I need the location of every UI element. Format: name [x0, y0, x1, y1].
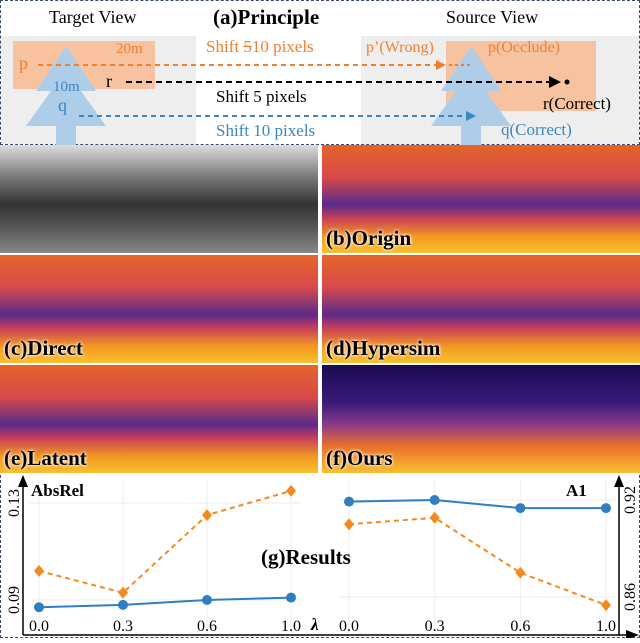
arrow-icon — [18, 475, 28, 487]
data-point — [429, 495, 440, 505]
data-point — [601, 599, 611, 612]
x-tick-label: 1.0 — [596, 618, 616, 635]
results-title: (g)Results — [261, 545, 351, 569]
panel-label: (b)Origin — [326, 226, 412, 250]
a1-label: A1 — [566, 481, 587, 500]
absrel-label: AbsRel — [31, 481, 84, 500]
data-point — [601, 503, 611, 514]
data-point — [344, 518, 354, 531]
data-point — [34, 564, 44, 577]
series-line — [348, 516, 607, 607]
panel-origin: (b)Origin — [322, 145, 640, 253]
panel-label: (d)Hypersim — [326, 336, 441, 360]
p-occlude-label: p(Occlude) — [488, 39, 560, 56]
data-point — [118, 599, 128, 610]
p-wrong-label: p’(Wrong) — [366, 39, 434, 56]
depth-20m: 20m — [116, 41, 143, 57]
data-point — [515, 566, 526, 579]
point-q: q — [58, 95, 67, 115]
data-point — [286, 484, 296, 497]
target-view-label: Target View — [49, 7, 137, 27]
shift-rest: 10 pixels — [251, 37, 314, 56]
y-tick-label: 0.13 — [6, 489, 23, 517]
y-tick-label: 0.92 — [622, 486, 639, 514]
series-line — [38, 489, 292, 594]
x-tick-label: 0.6 — [510, 618, 530, 635]
panel-label: (e)Latent — [4, 446, 87, 470]
point-p: p — [19, 53, 28, 73]
lambda-label: λ — [311, 615, 319, 634]
results-panel: 0.0 0.3 0.6 1.0 0.09 0.13 0.0 0.3 0.6 1.0 0.92 0.86… — [0, 475, 640, 640]
data-point — [118, 586, 128, 599]
r-correct-label: r(Correct) — [543, 94, 611, 113]
input-image-panel — [0, 145, 318, 253]
panel-ours: (f)Ours — [322, 365, 640, 473]
principle-panel: Target View (a)Principle Source View Shi… — [0, 0, 640, 146]
data-point — [429, 511, 440, 524]
shift-blue-label: Shift 10 pixels — [216, 121, 316, 140]
q-correct-label: q(Correct) — [501, 120, 572, 139]
series-line — [348, 498, 606, 510]
data-point — [34, 602, 44, 613]
principle-title: (a)Principle — [213, 5, 320, 29]
data-point — [202, 595, 212, 605]
data-point — [202, 509, 212, 522]
arrow-icon — [626, 630, 639, 640]
depth-10m: 10m — [53, 79, 80, 95]
results-chart: 0.0 0.3 0.6 1.0 0.09 0.13 0.0 0.3 0.6 1.0 0.92 0.86 — [6, 475, 639, 640]
y-tick-label: 0.09 — [6, 586, 23, 614]
y-tick-label: 0.86 — [622, 583, 639, 611]
arrow-icon — [614, 475, 624, 487]
x-tick-label: 0.3 — [113, 618, 133, 635]
x-tick-label: 1.0 — [281, 618, 301, 635]
x-tick-label: 0.0 — [29, 618, 49, 635]
tree-icon — [26, 46, 511, 146]
panel-hypersim: (d)Hypersim — [322, 255, 640, 363]
point-r: r — [106, 71, 112, 91]
shift-orange-label: Shift 510 pixels — [206, 37, 314, 57]
data-point — [286, 592, 296, 603]
series-line — [38, 596, 292, 609]
data-point — [344, 496, 354, 507]
data-point — [515, 503, 526, 514]
panel-label: (f)Ours — [326, 446, 393, 470]
source-view-label: Source View — [446, 7, 539, 27]
shift-pre: Shift — [206, 37, 244, 56]
x-tick-label: 0.0 — [339, 618, 359, 635]
principle-diagram — [26, 46, 570, 146]
struck-value: 5 — [243, 37, 252, 56]
x-tick-label: 0.6 — [197, 618, 217, 635]
panel-latent: (e)Latent — [0, 365, 318, 473]
panel-label: (c)Direct — [4, 336, 83, 360]
shift-black-label: Shift 5 pixels — [216, 87, 307, 106]
x-tick-label: 0.3 — [425, 618, 445, 635]
panel-direct: (c)Direct — [0, 255, 318, 363]
